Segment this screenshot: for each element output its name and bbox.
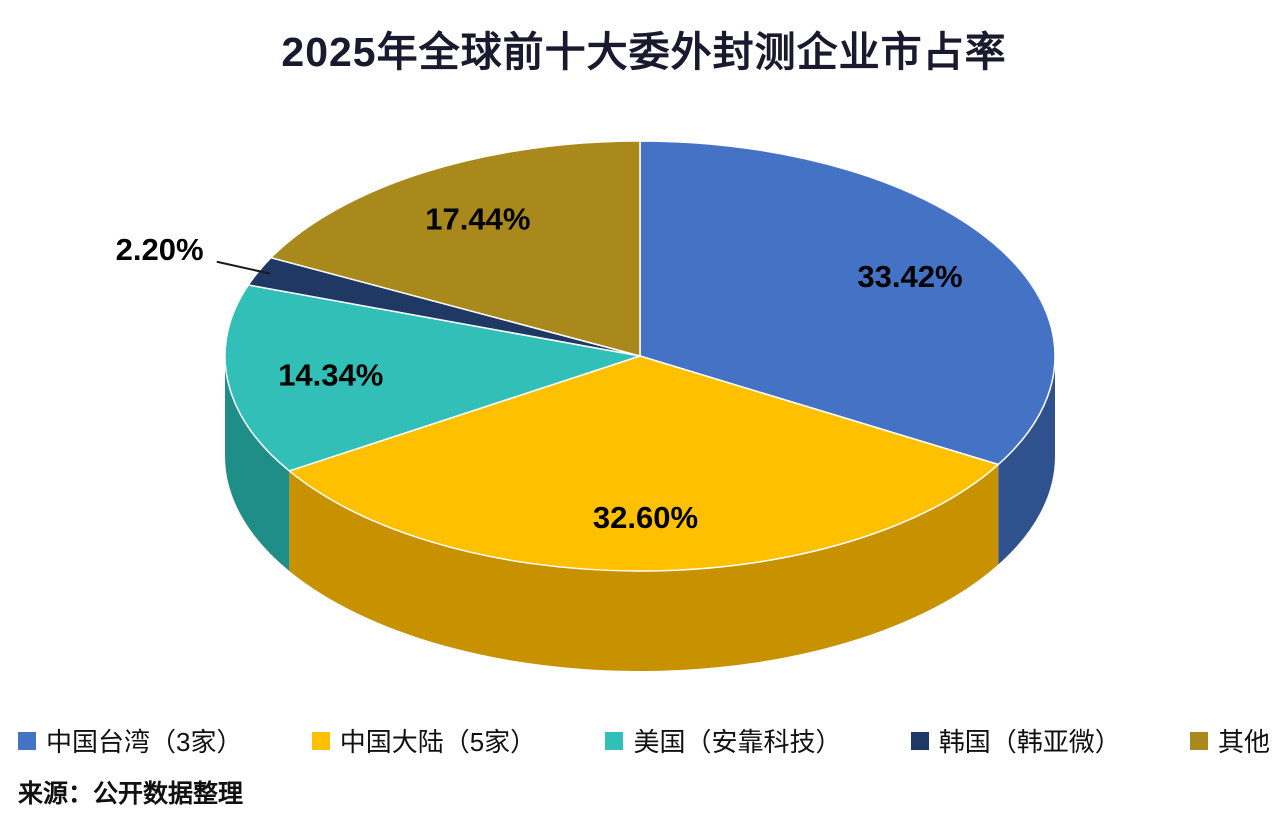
source-note: 来源：公开数据整理 — [18, 780, 244, 808]
slice-value-label: 2.20% — [116, 232, 204, 267]
slice-value-label: 14.34% — [278, 357, 383, 392]
legend-swatch-taiwan — [18, 731, 36, 750]
label-leader-line — [216, 260, 271, 275]
legend-swatch-others — [1189, 731, 1208, 750]
legend-label-mainland: 中国大陆（5家） — [339, 727, 537, 757]
pie-slice-side — [289, 464, 999, 672]
pie-slice — [270, 140, 641, 357]
pie-slice — [288, 355, 1000, 572]
slice-value-label: 17.44% — [425, 201, 530, 236]
legend-item-mainland: 中国大陆（5家） — [311, 722, 537, 759]
pie-slice-side — [998, 356, 1055, 565]
legend-item-others: 其他 — [1189, 722, 1270, 759]
slice-value-label: 33.42% — [857, 259, 962, 294]
chart-title: 2025年全球前十大委外封测企业市占率 — [281, 29, 1007, 75]
legend-item-usa: 美国（安靠科技） — [605, 722, 841, 759]
legend-label-taiwan: 中国台湾（3家） — [46, 727, 243, 757]
legend-swatch-mainland — [311, 731, 330, 750]
legend-swatch-korea — [910, 731, 929, 750]
legend-item-taiwan: 中国台湾（3家） — [18, 722, 242, 759]
legend-label-korea: 韩国（韩亚微） — [938, 727, 1121, 757]
legend-label-others: 其他 — [1217, 727, 1270, 757]
legend-label-usa: 美国（安靠科技） — [633, 727, 842, 757]
legend-swatch-usa — [605, 731, 624, 750]
pie-slice — [224, 284, 641, 472]
legend: 中国台湾（3家） 中国大陆（5家） 美国（安靠科技） 韩国（韩亚微） 其他 — [0, 722, 1288, 759]
slice-value-label: 32.60% — [593, 500, 698, 535]
pie-slice-side — [225, 356, 290, 571]
legend-item-korea: 韩国（韩亚微） — [910, 722, 1121, 759]
pie-slice — [639, 140, 1056, 466]
